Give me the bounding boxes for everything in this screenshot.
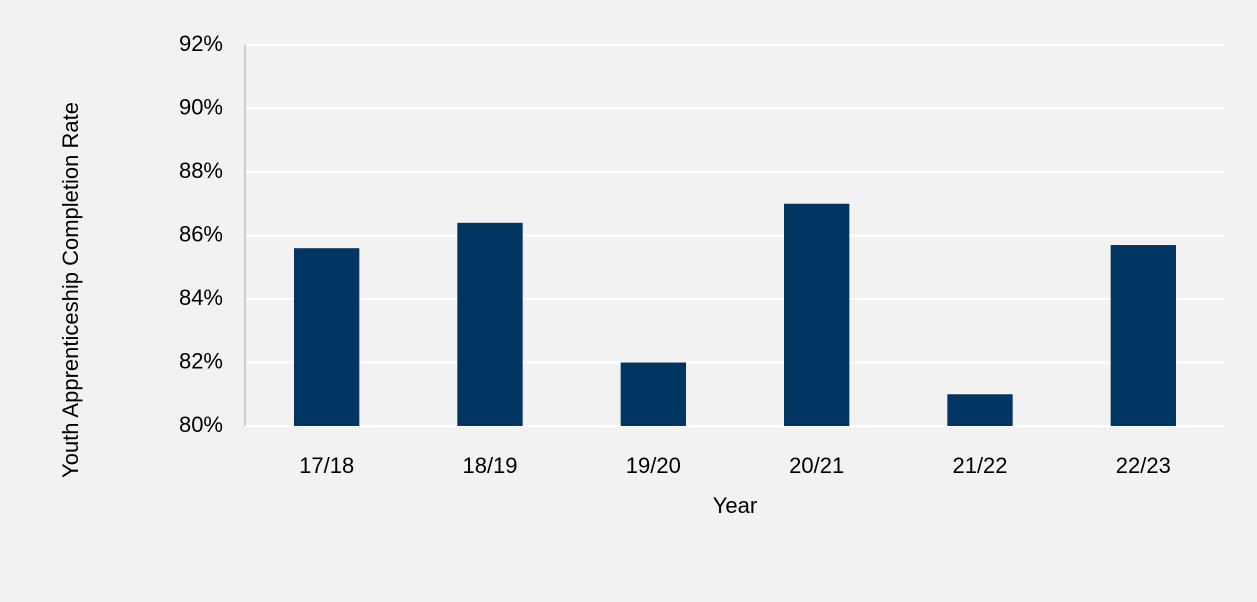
- bar: [457, 222, 523, 426]
- y-tick-label: 90%: [179, 94, 223, 119]
- y-tick-label: 82%: [179, 348, 223, 373]
- x-axis-title: Year: [713, 493, 757, 518]
- bar: [947, 394, 1013, 426]
- bar: [784, 203, 850, 426]
- y-axis-title: Youth Apprenticeship Completion Rate: [58, 102, 83, 478]
- bar: [294, 248, 360, 426]
- bar: [620, 362, 686, 426]
- x-tick-label: 21/22: [952, 453, 1007, 478]
- x-tick-label: 22/23: [1116, 453, 1171, 478]
- bar: [1110, 245, 1176, 426]
- y-tick-label: 92%: [179, 31, 223, 56]
- x-tick-label: 17/18: [299, 453, 354, 478]
- x-tick-label: 19/20: [626, 453, 681, 478]
- x-tick-label: 18/19: [462, 453, 517, 478]
- y-tick-label: 88%: [179, 158, 223, 183]
- y-tick-label: 80%: [179, 412, 223, 437]
- x-tick-label: 20/21: [789, 453, 844, 478]
- y-tick-label: 84%: [179, 285, 223, 310]
- y-tick-label: 86%: [179, 221, 223, 246]
